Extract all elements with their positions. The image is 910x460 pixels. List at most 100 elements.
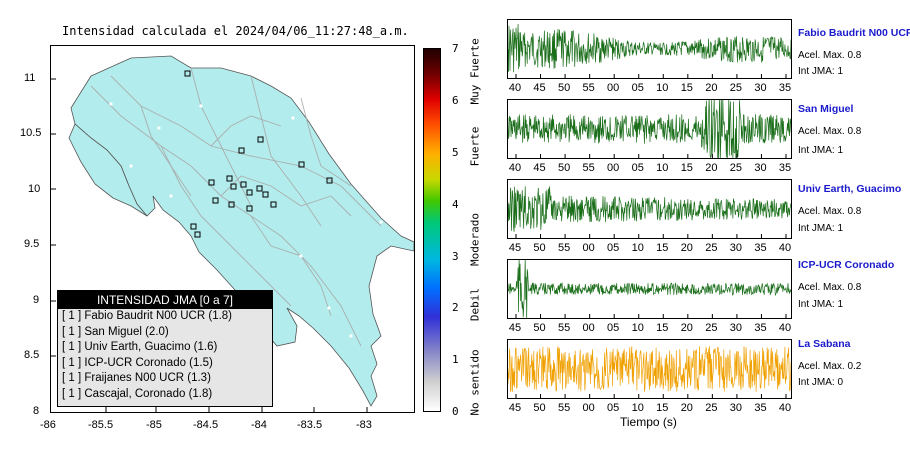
station-name: Univ Earth, Guacimo xyxy=(798,183,902,195)
nicoya-peninsula xyxy=(68,123,148,217)
colorbar-tick: 2 xyxy=(452,301,459,314)
station-name: San Miguel xyxy=(798,103,854,115)
town-points xyxy=(109,102,383,338)
legend-item: [ 1 ] Fabio Baudrit N00 UCR (1.8) xyxy=(62,310,233,322)
time-tick-label: 35 xyxy=(778,82,792,94)
time-tick-label: 10 xyxy=(631,242,644,254)
colorbar-tick: 6 xyxy=(452,94,459,107)
time-tick-label: 10 xyxy=(631,322,644,334)
x-tick-label: -84.5 xyxy=(193,419,219,431)
y-tick-label: 10 xyxy=(28,183,41,195)
time-tick-label: 45 xyxy=(508,402,522,414)
station-accel: Acel. Max. 0.8 xyxy=(798,126,862,137)
time-tick-label: 25 xyxy=(705,402,718,414)
colorbar-category: Muy Fuerte xyxy=(468,38,482,105)
time-tick-label: 45 xyxy=(508,322,522,334)
legend-item: [ 1 ] ICP-UCR Coronado (1.5) xyxy=(62,356,213,369)
time-tick-label: 00 xyxy=(607,82,620,94)
seismogram-trace[interactable] xyxy=(507,19,792,79)
x-tick-label: -84 xyxy=(251,419,267,431)
time-tick-label: 50 xyxy=(533,402,546,414)
trace-time-axis: 45 50 55 00 05 10 15 20 25 30 35 40 xyxy=(507,402,791,416)
seismogram-trace[interactable] xyxy=(507,339,792,399)
time-tick-label: 00 xyxy=(582,242,595,254)
time-tick-label: 00 xyxy=(582,402,595,414)
time-tick-label: 15 xyxy=(680,162,693,174)
y-tick-label: 9 xyxy=(33,294,40,306)
y-tick-label: 10.5 xyxy=(20,127,42,139)
costa-rica-map xyxy=(51,55,414,412)
waveform-2 xyxy=(508,186,791,238)
time-tick-label: 20 xyxy=(680,402,693,414)
time-tick-label: 40 xyxy=(508,162,522,174)
station-jma: Int JMA: 1 xyxy=(798,299,844,310)
colorbar-tick: 5 xyxy=(452,146,459,159)
time-tick-label: 40 xyxy=(778,322,792,334)
seismogram-trace[interactable] xyxy=(507,179,792,239)
colorbar-tick: 3 xyxy=(452,250,459,263)
time-tick-label: 40 xyxy=(778,242,792,254)
waveform-line xyxy=(508,260,791,318)
time-tick-label: 30 xyxy=(729,242,743,254)
trace-time-axis: 40 45 50 55 00 05 10 15 20 25 30 35 xyxy=(507,162,791,176)
time-tick-label: 35 xyxy=(754,322,767,334)
time-tick-label: 45 xyxy=(508,242,522,254)
y-tick-label: 8 xyxy=(33,405,40,417)
map-title: Intensidad calculada el 2024/04/06_11:27… xyxy=(62,24,409,38)
station-markers xyxy=(184,70,333,238)
time-tick-label: 15 xyxy=(656,242,669,254)
time-tick-label: 20 xyxy=(705,162,718,174)
time-axis-title: Tiempo (s) xyxy=(620,415,677,429)
station-jma: Int JMA: 0 xyxy=(798,377,844,388)
time-tick-label: 20 xyxy=(680,242,693,254)
time-tick-label: 25 xyxy=(705,242,718,254)
seismogram-trace[interactable] xyxy=(507,99,792,159)
time-tick-label: 05 xyxy=(631,162,644,174)
time-tick-label: 15 xyxy=(656,322,669,334)
time-tick-label: 20 xyxy=(705,82,718,94)
time-tick-label: 05 xyxy=(607,402,620,414)
colorbar-tick: 1 xyxy=(452,353,459,366)
colorbar-category: No sentido xyxy=(468,349,482,416)
legend-item: [ 1 ] Fraijanes N00 UCR (1.3) xyxy=(62,372,211,384)
time-tick-label: 30 xyxy=(729,322,743,334)
time-tick-label: 55 xyxy=(582,162,595,174)
time-tick-label: 10 xyxy=(631,402,644,414)
colorbar-tick: 7 xyxy=(452,42,459,55)
time-tick-label: 25 xyxy=(729,82,743,94)
station-accel: Acel. Max. 0.8 xyxy=(798,282,862,293)
time-tick-label: 30 xyxy=(754,82,767,94)
waveform-line xyxy=(508,346,791,393)
x-tick-label: -85.5 xyxy=(88,419,114,431)
legend-item: [ 1 ] Univ Earth, Guacimo (1.6) xyxy=(62,341,218,353)
time-tick-label: 45 xyxy=(533,82,546,94)
time-tick-label: 50 xyxy=(557,162,571,174)
station-accel: Acel. Max. 0.8 xyxy=(798,206,862,217)
trace-time-axis: 40 45 50 55 00 05 10 15 20 25 30 35 xyxy=(507,82,791,96)
time-tick-label: 00 xyxy=(607,162,620,174)
station-accel: Acel. Max. 0.8 xyxy=(798,50,862,61)
time-tick-label: 45 xyxy=(533,162,546,174)
y-tick-label: 8.5 xyxy=(24,349,40,361)
waveform-3 xyxy=(508,260,791,318)
x-tick-label: -86 xyxy=(40,419,56,431)
trace-time-axis: 45 50 55 00 05 10 15 20 25 30 35 40 xyxy=(507,322,791,336)
legend-item: [ 1 ] Cascajal, Coronado (1.8) xyxy=(62,387,213,400)
colorbar-category: Fuerte xyxy=(468,126,482,167)
waveform-line xyxy=(508,186,791,232)
time-tick-label: 30 xyxy=(729,402,743,414)
map-ticks xyxy=(51,78,368,412)
station-name: Fabio Baudrit N00 UCR xyxy=(798,27,910,39)
waveform-0 xyxy=(508,23,791,78)
x-tick-label: -83 xyxy=(356,419,372,431)
time-tick-label: 55 xyxy=(557,322,571,334)
legend-title: INTENSIDAD JMA [0 a 7] xyxy=(58,291,272,309)
time-tick-label: 25 xyxy=(729,162,743,174)
time-tick-label: 05 xyxy=(607,242,620,254)
time-tick-label: 55 xyxy=(557,402,571,414)
colorbar-tick: 0 xyxy=(452,405,459,418)
seismogram-trace[interactable] xyxy=(507,259,792,319)
waveform-1 xyxy=(508,100,791,158)
time-tick-label: 15 xyxy=(656,402,669,414)
time-tick-label: 55 xyxy=(557,242,571,254)
